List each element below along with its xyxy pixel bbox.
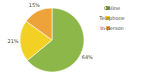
svg-text:Telephone: Telephone [98,15,124,22]
svg-text:In-person: In-person [100,25,124,32]
svg-text:64%: 64% [82,54,93,60]
svg-text:21%: 21% [7,38,18,44]
svg-text:15%: 15% [29,2,40,8]
svg-text:Online: Online [104,5,120,11]
